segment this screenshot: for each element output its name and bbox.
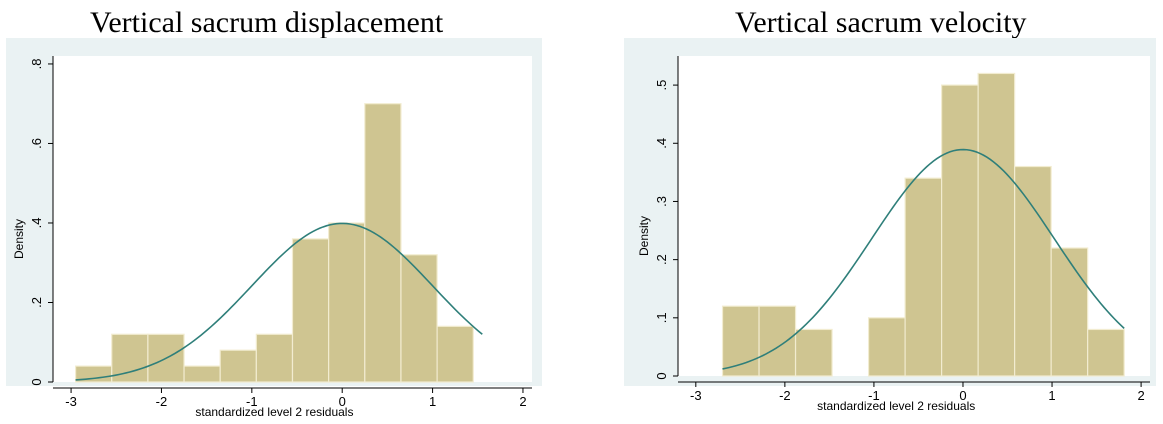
y-tick-label: 0: [29, 378, 44, 385]
y-tick-label: .4: [654, 138, 669, 149]
y-tick-label: .5: [654, 80, 669, 91]
x-tick-label: 0: [339, 394, 346, 409]
histogram-bar: [941, 84, 979, 377]
y-tick-label: .2: [654, 254, 669, 265]
normal-density-curve: [75, 222, 483, 381]
histogram-bar: [721, 305, 760, 377]
histogram-bar: [1087, 328, 1125, 377]
x-tick-label: -2: [779, 388, 791, 403]
x-axis-title: standardized level 2 residuals: [195, 405, 353, 419]
y-axis-title: Density: [637, 216, 651, 256]
histogram-displacement: -3 -2 -1 0 1 2 0 .2 .4 .6 .8 Density standardized le…: [6, 38, 542, 419]
y-tick-label: .4: [29, 218, 44, 229]
histogram-bar: [291, 238, 330, 383]
y-tick-label: .6: [29, 138, 44, 149]
histogram-bar: [328, 222, 366, 383]
x-tick-label: -3: [65, 394, 77, 409]
chart-title-displacement: Vertical sacrum displacement: [90, 6, 444, 39]
histogram-bar: [758, 305, 797, 377]
y-tick-label: .2: [29, 297, 44, 308]
histogram-bar: [794, 328, 833, 377]
histogram-bar: [183, 365, 221, 383]
histogram-bar: [219, 349, 257, 383]
histogram-bar: [977, 72, 1016, 377]
histogram-bar: [436, 325, 474, 383]
x-tick-label: 1: [429, 394, 436, 409]
normal-density-curve: [722, 148, 1125, 370]
y-tick-label: .1: [654, 312, 669, 323]
histogram-bar: [1014, 165, 1052, 377]
y-tick-label: .8: [29, 59, 44, 70]
y-axis-title: Density: [12, 219, 26, 259]
histogram-bar: [867, 317, 906, 377]
x-tick-label: -1: [246, 394, 258, 409]
histogram-bar: [1050, 247, 1089, 377]
histogram-bar: [364, 103, 402, 383]
histogram-bar: [904, 177, 943, 377]
histogram-velocity: -3 -2 -1 0 1 2 0 .1 .2 .3 .4 .5 Density standardized …: [624, 38, 1156, 413]
x-tick-label: -3: [690, 388, 702, 403]
y-tick-label: .3: [654, 196, 669, 207]
histogram-bar: [400, 254, 438, 383]
x-axis-title: standardized level 2 residuals: [817, 399, 975, 413]
x-tick-label: 0: [959, 388, 966, 403]
x-tick-label: 2: [519, 394, 526, 409]
chart-title-velocity: Vertical sacrum velocity: [735, 6, 1027, 39]
x-tick-label: 1: [1048, 388, 1055, 403]
histogram-bar: [255, 333, 294, 383]
x-tick-label: -1: [868, 388, 880, 403]
x-tick-label: -2: [156, 394, 168, 409]
x-tick-label: 2: [1137, 388, 1144, 403]
y-tick-label: 0: [654, 372, 669, 379]
